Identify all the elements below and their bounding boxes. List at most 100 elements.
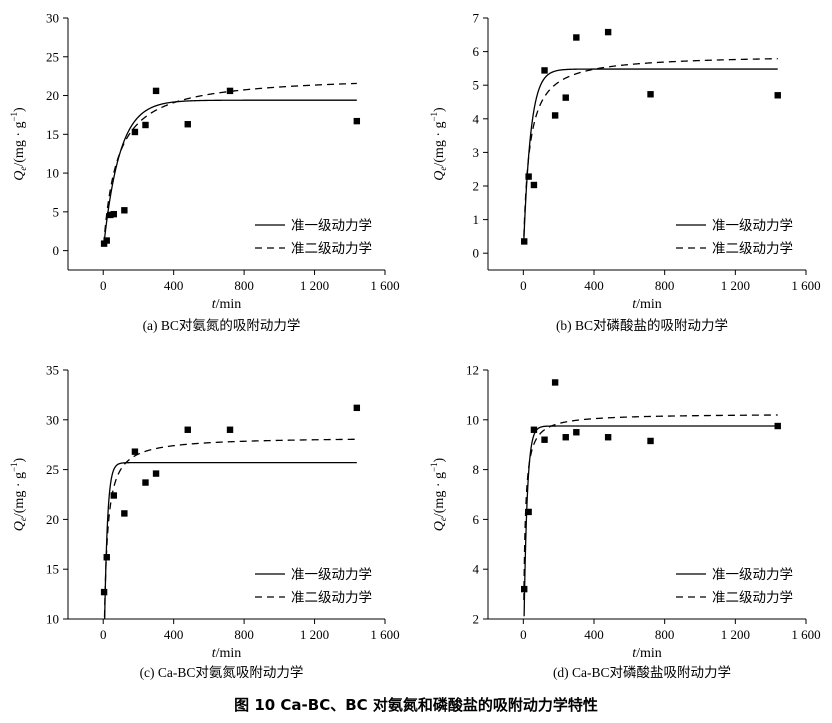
y-tick-label: 20 <box>46 512 59 527</box>
y-axis-title: Qe/(mg · g−1) <box>429 457 448 531</box>
pfo-fit-line <box>104 461 357 619</box>
x-tick-label: 0 <box>100 627 107 642</box>
y-axis-superscript: −1 <box>429 462 439 472</box>
x-axis-var: t <box>212 297 217 312</box>
data-point <box>541 436 548 443</box>
pso-fit-line <box>103 438 357 618</box>
data-point <box>184 121 191 128</box>
x-tick-label: 1 600 <box>370 627 399 642</box>
x-tick-label: 800 <box>655 278 675 293</box>
y-axis-subscript: e <box>438 517 448 521</box>
x-axis-var: t <box>212 646 217 661</box>
data-point <box>551 112 559 119</box>
x-tick-label: 400 <box>584 278 604 293</box>
data-point <box>152 87 160 95</box>
legend-pso-label: 准二级动力学 <box>712 241 793 257</box>
kinetics-figure: 0 400 800 1 200 1 600051015202530t/minQe/(mg… <box>9 11 821 681</box>
y-tick-label: 0 <box>53 243 60 258</box>
y-tick-label: 35 <box>46 363 59 378</box>
y-axis-var: Q <box>12 521 27 531</box>
data-point <box>103 554 110 561</box>
y-tick-label: 15 <box>46 127 59 142</box>
y-axis-subscript: e <box>438 167 448 171</box>
y-tick-label: 20 <box>46 88 59 103</box>
x-axis-title: t/min <box>212 646 242 661</box>
y-axis-unit: /(mg · g <box>12 122 27 167</box>
y-axis-unit-end: ) <box>432 457 447 462</box>
x-tick-label: 1 600 <box>791 627 820 642</box>
chart-panel-a: 0 400 800 1 200 1 600 0 5 10 15 20 25 30 t/min Qe/(mg… <box>9 11 400 334</box>
y-tick-label: 15 <box>46 562 59 577</box>
pso-fit-line <box>103 82 357 244</box>
data-point <box>530 426 538 433</box>
x-tick-label: 1 200 <box>721 627 750 642</box>
legend-pso-label: 准二级动力学 <box>291 590 372 606</box>
y-tick-label: 12 <box>466 363 479 378</box>
data-point <box>226 426 234 433</box>
data-point <box>142 121 149 129</box>
y-axis-var: Q <box>432 521 447 531</box>
x-axis-unit: /min <box>636 297 662 312</box>
x-tick-label: 1 200 <box>721 278 750 293</box>
data-point <box>647 91 654 98</box>
chart-panel-b: 0 400 800 1 200 1 600 0 1 2 3 4 5 6 7 t/min Qe/(mg · g… <box>429 11 821 334</box>
x-tick-label: 400 <box>164 627 184 642</box>
legend-pso-label: 准二级动力学 <box>291 241 372 257</box>
legend-pso-label: 准二级动力学 <box>712 590 793 606</box>
data-point <box>107 211 114 219</box>
data-point <box>562 94 569 101</box>
data-point <box>604 434 612 441</box>
y-axis-unit: /(mg · g <box>12 472 27 517</box>
data-point <box>100 588 108 596</box>
y-tick-label: 5 <box>473 78 480 93</box>
y-tick-label: 4 <box>473 562 480 577</box>
y-axis-var: Q <box>432 171 447 181</box>
data-point <box>573 429 580 436</box>
x-axis-var: t <box>632 297 637 312</box>
x-axis-title: t/min <box>212 297 242 312</box>
legend-pfo-label: 准一级动力学 <box>291 567 372 583</box>
data-point <box>573 34 580 41</box>
chart-panel-c: 0 400 800 1 200 1 600 10 15 20 25 30 35 t/min Qe/(mg… <box>9 363 400 681</box>
y-tick-label: 6 <box>473 512 480 527</box>
y-tick-label: 7 <box>473 11 480 26</box>
data-point <box>142 479 149 486</box>
x-tick-label: 1 600 <box>791 278 820 293</box>
data-point <box>525 508 532 516</box>
y-axis-subscript: e <box>18 167 28 171</box>
data-point <box>353 117 361 125</box>
x-tick-label: 1 200 <box>300 278 329 293</box>
y-tick-label: 10 <box>46 166 59 181</box>
y-tick-label: 30 <box>46 11 59 26</box>
data-point <box>774 422 781 430</box>
data-point <box>521 585 528 593</box>
y-axis-unit-end: ) <box>12 107 27 112</box>
y-tick-label: 3 <box>473 145 480 160</box>
x-tick-label: 0 <box>520 627 527 642</box>
data-point <box>131 128 139 136</box>
y-tick-label: 25 <box>46 462 59 477</box>
data-point <box>131 448 139 455</box>
data-point <box>226 87 234 95</box>
y-axis-superscript: −1 <box>429 112 439 122</box>
figure-caption: 图 10 Ca-BC、BC 对氨氮和磷酸盐的吸附动力学特性 <box>234 696 598 714</box>
data-point <box>647 437 654 445</box>
y-tick-label: 5 <box>53 204 60 219</box>
y-tick-label: 2 <box>473 612 480 627</box>
data-point <box>121 510 128 517</box>
data-point <box>541 67 548 74</box>
y-tick-label: 4 <box>473 111 480 126</box>
data-point <box>530 181 538 189</box>
x-tick-label: 800 <box>234 278 254 293</box>
y-axis-unit-end: ) <box>12 457 27 462</box>
y-axis-unit: /(mg · g <box>432 122 447 167</box>
x-tick-label: 800 <box>655 627 675 642</box>
x-tick-label: 1 200 <box>300 627 329 642</box>
data-point <box>110 210 117 218</box>
legend-pfo-label: 准一级动力学 <box>712 567 793 583</box>
y-tick-label: 6 <box>473 44 480 59</box>
y-tick-label: 8 <box>473 462 480 477</box>
data-point <box>525 173 532 180</box>
x-axis-title: t/min <box>632 646 662 661</box>
y-axis-unit-end: ) <box>432 107 447 112</box>
